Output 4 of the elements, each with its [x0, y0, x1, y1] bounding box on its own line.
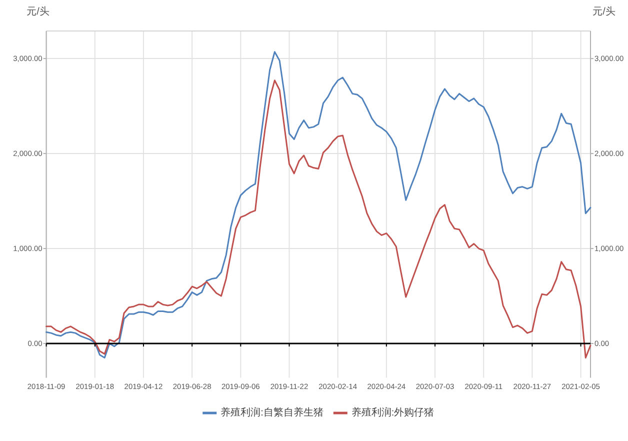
y2-axis-title: 元/头: [592, 6, 616, 18]
y-axis-title: 元/头: [26, 6, 50, 18]
legend-label: 养殖利润:自繁自养生猪: [220, 408, 324, 418]
legend-label: 养殖利润:外购仔猪: [351, 408, 434, 418]
